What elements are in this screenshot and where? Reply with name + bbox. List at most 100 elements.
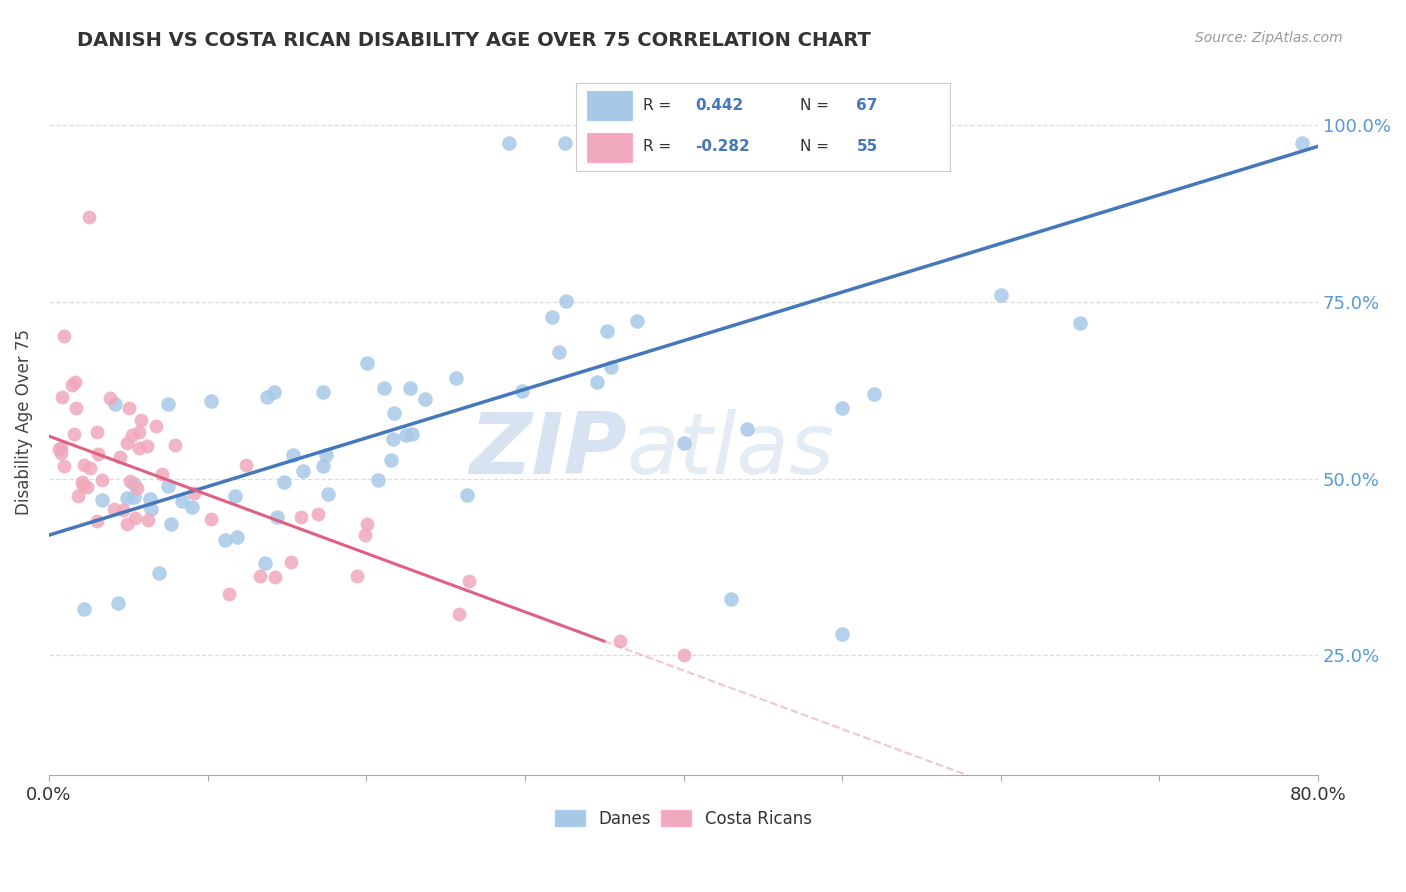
Point xyxy=(124,511,146,525)
Point xyxy=(120,474,142,488)
Y-axis label: Disability Age Over 75: Disability Age Over 75 xyxy=(15,329,32,515)
Point xyxy=(831,627,853,641)
Point xyxy=(115,516,138,531)
Point xyxy=(141,501,163,516)
Point xyxy=(70,475,93,490)
Point xyxy=(48,442,70,456)
Point xyxy=(264,569,287,583)
Point xyxy=(266,510,288,524)
Point xyxy=(672,648,695,663)
Text: DANISH VS COSTA RICAN DISABILITY AGE OVER 75 CORRELATION CHART: DANISH VS COSTA RICAN DISABILITY AGE OVE… xyxy=(77,31,872,50)
Point xyxy=(672,436,695,450)
Point xyxy=(626,314,648,328)
Point xyxy=(79,461,101,475)
Point xyxy=(63,376,86,390)
Point xyxy=(63,426,86,441)
Point xyxy=(86,425,108,439)
Point xyxy=(446,371,468,385)
Point xyxy=(107,596,129,610)
Point xyxy=(373,381,395,395)
Point xyxy=(111,503,134,517)
Point xyxy=(156,479,179,493)
Text: ZIP: ZIP xyxy=(468,409,627,491)
Point xyxy=(218,587,240,601)
Point xyxy=(235,458,257,472)
Point xyxy=(66,489,89,503)
Point xyxy=(122,491,145,505)
Point xyxy=(599,359,621,374)
Point xyxy=(181,500,204,514)
Point xyxy=(547,344,569,359)
Point xyxy=(1069,316,1091,330)
Point xyxy=(53,458,76,473)
Point xyxy=(831,401,853,415)
Point xyxy=(554,136,576,150)
Point xyxy=(381,433,404,447)
Point xyxy=(990,287,1012,301)
Point xyxy=(77,210,100,224)
Point xyxy=(145,418,167,433)
Point xyxy=(356,356,378,370)
Point xyxy=(90,493,112,508)
Point xyxy=(214,533,236,547)
Point xyxy=(125,481,148,495)
Point xyxy=(160,516,183,531)
Point xyxy=(395,428,418,442)
Point xyxy=(316,486,339,500)
Point xyxy=(456,488,478,502)
Point xyxy=(128,425,150,440)
Point xyxy=(135,439,157,453)
Point xyxy=(367,473,389,487)
Legend: Danes, Costa Ricans: Danes, Costa Ricans xyxy=(548,803,818,834)
Text: atlas: atlas xyxy=(627,409,834,491)
Point xyxy=(117,491,139,505)
Point xyxy=(87,447,110,461)
Point xyxy=(73,602,96,616)
Point xyxy=(401,427,423,442)
Point xyxy=(157,397,180,411)
Point xyxy=(399,381,422,395)
Text: Source: ZipAtlas.com: Source: ZipAtlas.com xyxy=(1195,31,1343,45)
Point xyxy=(200,394,222,409)
Point xyxy=(49,446,72,460)
Point xyxy=(1291,136,1313,150)
Point xyxy=(49,442,72,456)
Point xyxy=(510,384,533,398)
Point xyxy=(148,566,170,580)
Point xyxy=(281,448,304,462)
Point xyxy=(315,448,337,462)
Point xyxy=(720,591,742,606)
Point xyxy=(72,478,94,492)
Point xyxy=(609,634,631,648)
Point xyxy=(65,401,87,415)
Point xyxy=(458,574,481,589)
Point xyxy=(53,329,76,343)
Point xyxy=(290,510,312,524)
Point xyxy=(356,517,378,532)
Point xyxy=(90,473,112,487)
Point xyxy=(150,467,173,481)
Point xyxy=(115,435,138,450)
Point xyxy=(346,569,368,583)
Point xyxy=(128,441,150,455)
Point xyxy=(200,512,222,526)
Point xyxy=(121,428,143,442)
Point xyxy=(555,293,578,308)
Point xyxy=(291,464,314,478)
Point xyxy=(415,392,437,407)
Point xyxy=(98,392,121,406)
Point xyxy=(129,413,152,427)
Point xyxy=(122,477,145,491)
Point xyxy=(183,486,205,500)
Point xyxy=(138,492,160,507)
Point xyxy=(541,310,564,324)
Point xyxy=(447,607,470,621)
Point xyxy=(86,514,108,528)
Point xyxy=(354,527,377,541)
Point xyxy=(73,458,96,472)
Point xyxy=(165,438,187,452)
Point xyxy=(253,556,276,570)
Point xyxy=(225,530,247,544)
Point xyxy=(735,422,758,436)
Point xyxy=(312,385,335,400)
